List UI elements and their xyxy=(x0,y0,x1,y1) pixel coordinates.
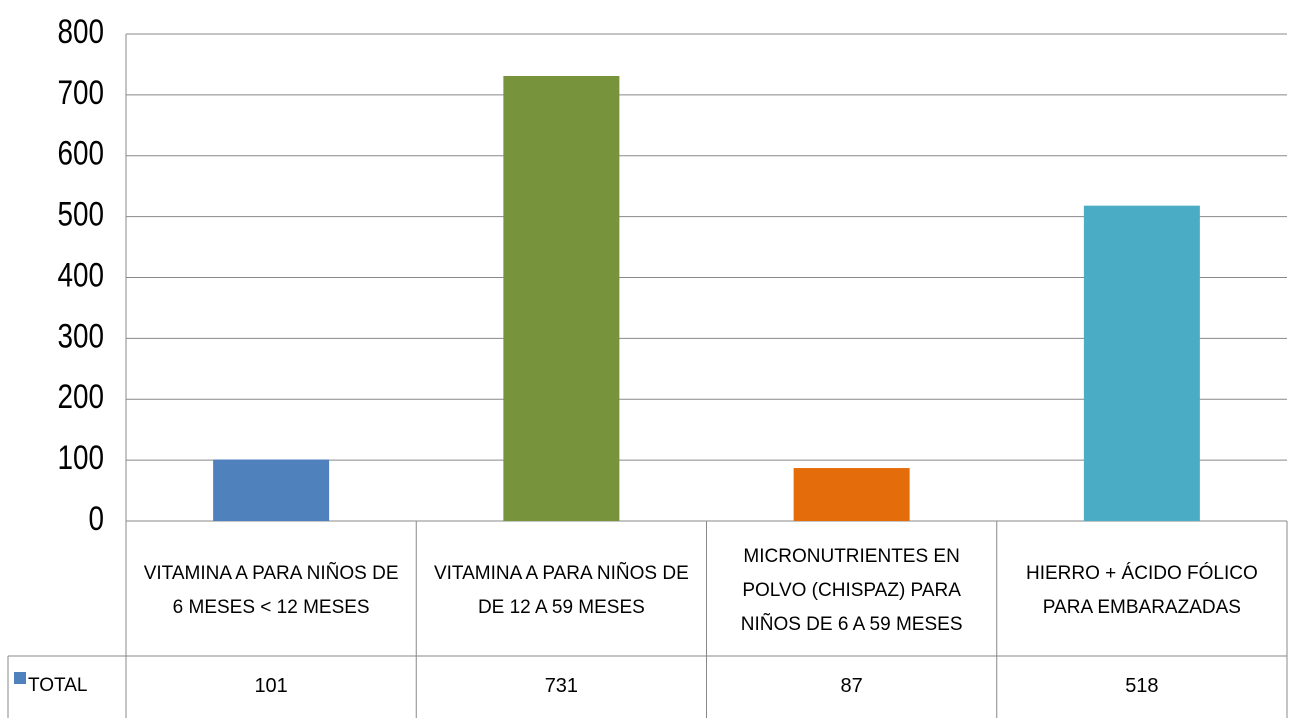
y-tick-label: 600 xyxy=(57,134,104,172)
bar xyxy=(1083,205,1200,522)
table-value: 101 xyxy=(254,674,288,697)
y-tick-label: 700 xyxy=(57,73,104,111)
bar xyxy=(213,459,330,521)
bar xyxy=(793,468,910,521)
y-tick-label: 300 xyxy=(57,317,104,355)
x-tick-label: MICRONUTRIENTES EN POLVO (CHISPAZ) PARA … xyxy=(740,545,963,635)
y-tick-label: 500 xyxy=(57,195,104,233)
table-value: 731 xyxy=(544,674,579,697)
legend-key xyxy=(14,672,26,684)
x-tick-label: VITAMINA A PARA NIÑOS DE 6 MESES < 12 ME… xyxy=(143,562,399,618)
x-tick-label: HIERRO + ÁCIDO FÓLICO PARA EMBARAZADAS xyxy=(1026,562,1258,618)
y-tick-label: 100 xyxy=(57,438,104,476)
y-tick-label: 200 xyxy=(57,378,104,416)
legend-label: TOTAL xyxy=(28,675,88,696)
table-value: 87 xyxy=(840,674,863,697)
x-tick-label: VITAMINA A PARA NIÑOS DE DE 12 A 59 MESE… xyxy=(433,562,689,618)
y-tick-label: 0 xyxy=(88,499,104,537)
bar xyxy=(503,76,620,521)
table-value: 518 xyxy=(1125,674,1159,697)
y-tick-label: 800 xyxy=(57,12,104,50)
y-tick-label: 400 xyxy=(57,256,104,294)
